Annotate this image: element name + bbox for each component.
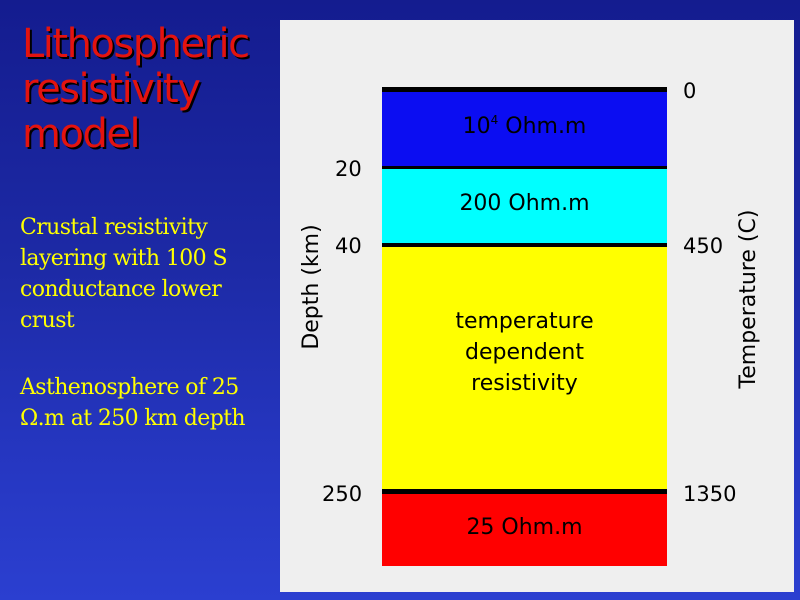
- crustal-description: Crustal resistivity layering with 100 S …: [20, 215, 228, 333]
- layer-label-base: 10: [462, 114, 491, 139]
- depth-tick-20: 20: [335, 157, 362, 181]
- temperature-axis-label: Temperature (C): [736, 209, 761, 389]
- layer-label-unit: Ohm.m: [505, 114, 587, 139]
- temp-tick-450: 450: [683, 234, 724, 258]
- boundary-250km: [382, 489, 667, 494]
- temp-tick-0: 0: [683, 79, 697, 103]
- resistivity-diagram: 104 Ohm.m 200 Ohm.m temperature dependen…: [280, 20, 794, 592]
- layer-mantle-lithosphere: [382, 247, 667, 491]
- depth-axis-label: Depth (km): [299, 224, 324, 350]
- layer-label-lower-crust: 200 Ohm.m: [459, 191, 590, 216]
- layer-label-upper-crust: 104 Ohm.m: [382, 113, 667, 139]
- layer-upper-crust: [382, 91, 667, 167]
- layer-lower-crust: [382, 168, 667, 245]
- layer-label-exponent: 4: [490, 113, 499, 127]
- depth-tick-250: 250: [322, 482, 363, 506]
- layer-asthenosphere: [382, 494, 667, 566]
- boundary-40km: [382, 243, 667, 247]
- asthenosphere-description: Asthenosphere of 25 Ω.m at 250 km depth: [20, 375, 246, 431]
- temp-tick-1350: 1350: [683, 482, 737, 506]
- boundary-20km: [382, 166, 667, 169]
- depth-tick-40: 40: [335, 234, 362, 258]
- layer-label-mantle: temperature dependent resistivity: [455, 309, 594, 396]
- slide-title: Lithospheric resistivity model: [22, 21, 250, 157]
- layer-label-asthenosphere: 25 Ohm.m: [466, 515, 583, 540]
- boundary-surface: [382, 87, 667, 92]
